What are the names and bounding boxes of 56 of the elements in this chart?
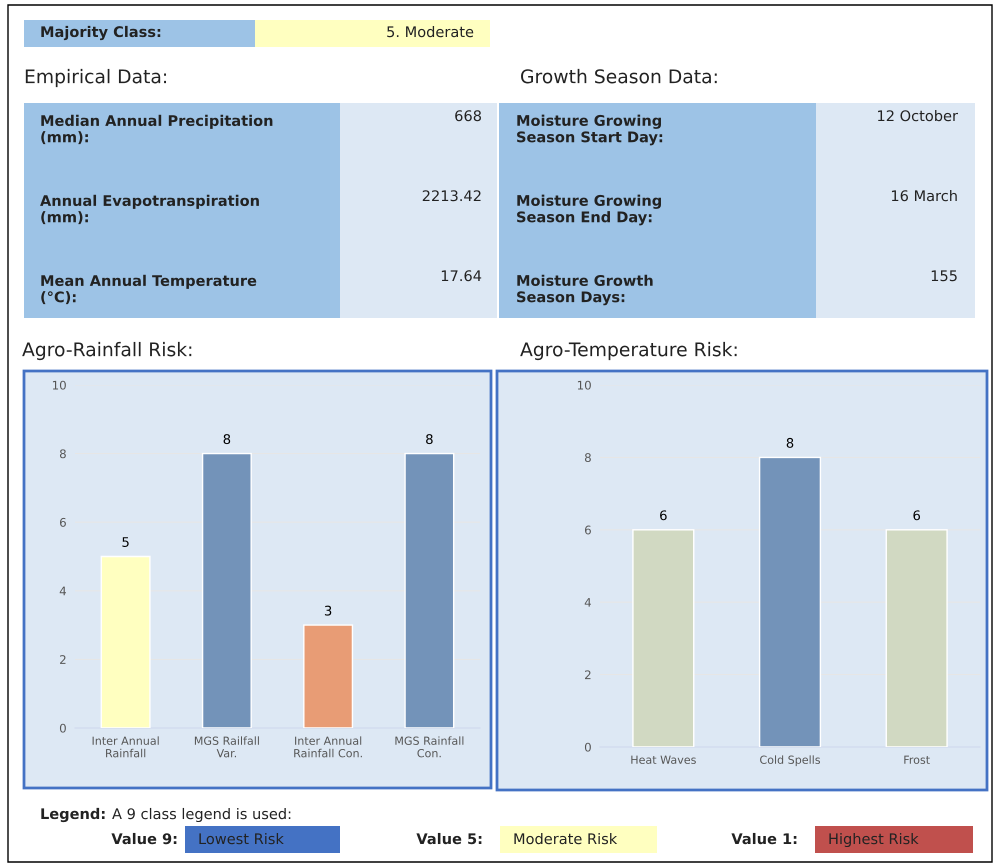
text: Moisture Growing Season End Day: (517, 194, 661, 226)
text: Value 9: (111, 832, 176, 844)
text: Mean Annual Temperature (°C): (41, 274, 256, 304)
text: Majority Class: (41, 26, 160, 40)
data-label: 5 (122, 537, 129, 547)
bar (202, 452, 252, 728)
data-label: 3 (324, 606, 332, 616)
text: 155 (932, 270, 957, 282)
text: 17.64 (442, 270, 482, 282)
y-tick-label: 6 (584, 526, 591, 534)
bar (303, 624, 354, 728)
text: 5. Moderate (387, 26, 474, 38)
text: A 9 class legend is used: (112, 808, 290, 822)
y-tick-label: 8 (60, 449, 66, 458)
x-tick-label: Inter Annual Rainfall Con. (294, 736, 362, 758)
y-tick-label: 10 (52, 380, 66, 390)
data-label: 8 (786, 438, 794, 448)
x-tick-label: Cold Spells (760, 755, 820, 766)
y-tick-label: 10 (578, 380, 591, 390)
y-tick-label: 6 (60, 518, 66, 527)
bar (100, 556, 151, 728)
text: Lowest Risk (199, 832, 284, 844)
data-label: 8 (224, 434, 230, 444)
x-tick-label: MGS Railfall Var. (194, 736, 259, 758)
y-tick-label: 2 (585, 670, 590, 680)
bar (404, 452, 454, 728)
text: Moisture Growing Season Start Day: (517, 114, 662, 146)
data-label: 6 (913, 510, 920, 520)
chart-title: Agro-Rainfall Risk: (22, 342, 192, 360)
text: Empirical Data: (26, 68, 166, 88)
y-tick-label: 4 (584, 598, 592, 607)
text: Median Annual Precipitation (mm): (41, 114, 272, 144)
text: 668 (455, 110, 481, 122)
data-label: 8 (426, 434, 433, 444)
text: Moderate Risk (514, 832, 618, 844)
y-tick-label: 2 (60, 655, 66, 664)
text: 16 March (892, 190, 957, 202)
text: Highest Risk (829, 832, 919, 848)
data-label: 6 (660, 510, 667, 520)
y-tick-label: 8 (584, 453, 591, 462)
x-tick-label: Heat Waves (631, 756, 696, 764)
text: 12 October (878, 110, 958, 122)
text: 2213.42 (422, 190, 481, 202)
chart-title: Agro-Temperature Risk: (520, 342, 737, 360)
x-tick-label: Inter Annual Rainfall (92, 736, 159, 758)
text: Legend: (41, 808, 105, 822)
x-tick-label: MGS Rainfall Con. (395, 736, 464, 758)
y-tick-label: 4 (60, 586, 66, 596)
text: Value 5: (416, 832, 482, 844)
y-tick-label: 0 (60, 724, 66, 733)
y-tick-label: 0 (584, 742, 591, 752)
text: Value 1: (731, 832, 796, 844)
text: Growth Season Data: (521, 68, 717, 84)
text: Moisture Growth Season Days: (517, 274, 653, 306)
text: Annual Evapotranspiration (mm): (40, 194, 259, 224)
x-tick-label: Frost (904, 756, 930, 764)
